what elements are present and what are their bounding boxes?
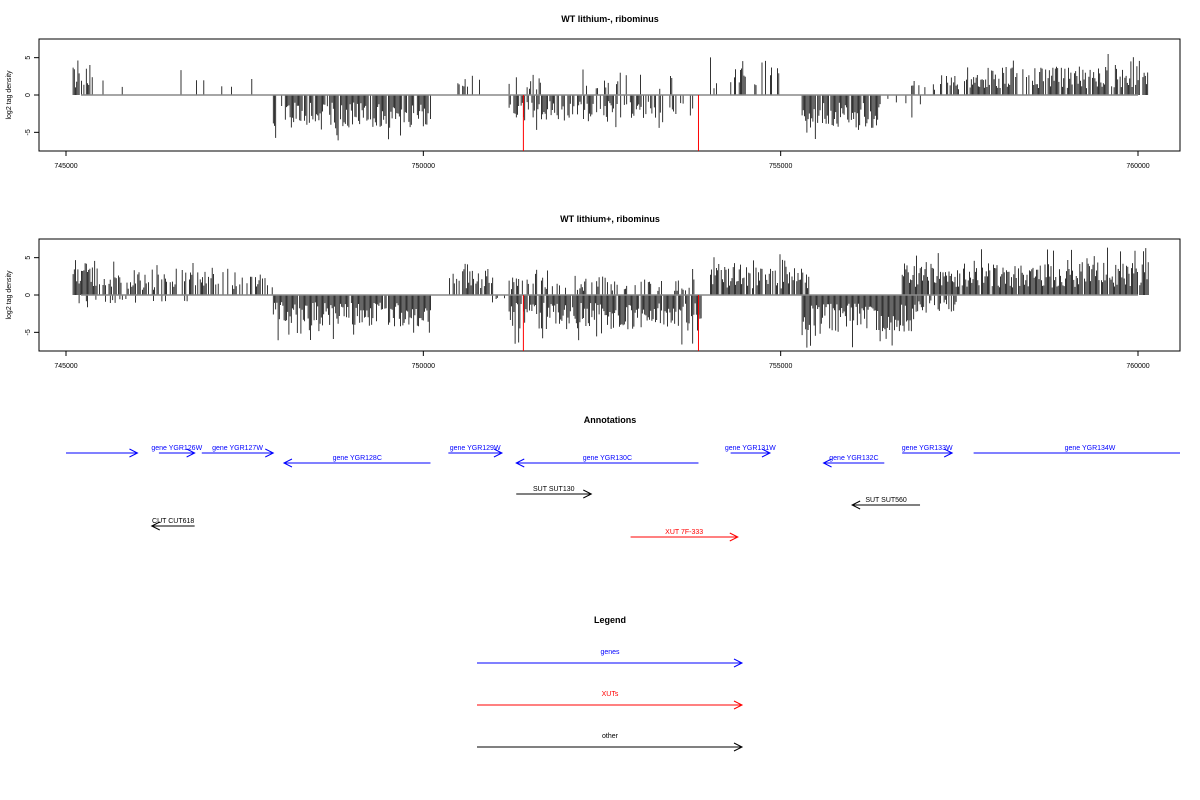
- x-axis: 745000 750000 755000 760000: [54, 151, 1150, 170]
- legend-title: Legend: [594, 615, 626, 625]
- arrow-head: [761, 448, 772, 458]
- feature-label: gene YGR127W: [212, 445, 263, 452]
- arrow-head: [729, 532, 739, 542]
- y-axis-label: log2 tag density: [6, 70, 13, 120]
- panel-title: WT lithium+, ribominus: [560, 214, 660, 224]
- feature-label: gene YGR128C: [333, 455, 382, 462]
- y-tick-label: 5: [25, 256, 32, 260]
- highlight-group: [522, 295, 699, 351]
- track-panel-lithium-plus: WT lithium+, ribominus log2 tag density …: [6, 214, 1181, 370]
- feature-label: gene YGR130C: [583, 455, 632, 462]
- x-tick-label: 755000: [769, 163, 792, 170]
- arrow-head: [733, 700, 744, 710]
- y-tick-label: 5: [25, 56, 32, 60]
- x-axis: 745000 750000 755000 760000: [54, 351, 1150, 370]
- highlight-group: [522, 95, 699, 151]
- y-tick-label: -5: [25, 329, 32, 335]
- arrow-head: [583, 489, 593, 499]
- track-panel-lithium-minus: WT lithium-, ribominus log2 tag density …: [6, 14, 1181, 170]
- arrow-head: [265, 448, 275, 458]
- arrow-head: [282, 458, 293, 468]
- x-tick-label: 755000: [769, 363, 792, 370]
- x-tick-label: 750000: [412, 163, 435, 170]
- arrow-head: [733, 658, 744, 668]
- feature-group: gene YGR126W gene YGR127W gene YGR128C gene…: [66, 445, 1180, 542]
- feature-label: CUT CUT618: [152, 518, 194, 525]
- annotations-panel: Annotations gene YGR126W gene YGR127Wgene…: [66, 415, 1180, 542]
- x-tick-label: 760000: [1126, 363, 1149, 370]
- arrow-head: [822, 458, 832, 468]
- annotations-title: Annotations: [584, 415, 637, 425]
- y-axis: -5 0 5: [25, 256, 39, 335]
- arrow-head: [186, 448, 196, 458]
- x-tick-label: 750000: [412, 363, 435, 370]
- feature-label: gene YGR126W: [151, 445, 202, 452]
- arrow-head: [943, 448, 954, 458]
- arrow-head: [733, 742, 744, 752]
- feature-label: gene YGR131W: [725, 445, 776, 452]
- legend: Legend genes XUTs other: [477, 615, 744, 752]
- bar-group: [72, 54, 1149, 141]
- feature-label: XUT 7F-333: [665, 529, 703, 536]
- y-tick-label: 0: [25, 93, 32, 97]
- bar-group: [72, 247, 1149, 348]
- y-tick-label: 0: [25, 293, 32, 297]
- feature-label: gene YGR132C: [829, 455, 878, 462]
- feature-label: gene YGR129W: [450, 445, 501, 452]
- x-tick-label: 760000: [1126, 163, 1149, 170]
- feature-label: gene YGR134W: [1065, 445, 1116, 452]
- y-axis: -5 0 5: [25, 56, 39, 135]
- x-tick-label: 745000: [54, 163, 77, 170]
- feature-label: SUT SUT560: [865, 497, 907, 504]
- y-tick-label: -5: [25, 129, 32, 135]
- x-tick-label: 745000: [54, 363, 77, 370]
- feature-label: gene YGR133W: [902, 445, 953, 452]
- panel-title: WT lithium-, ribominus: [561, 14, 659, 24]
- feature-label: SUT SUT130: [533, 486, 575, 493]
- arrow-head: [493, 448, 504, 458]
- y-axis-label: log2 tag density: [6, 270, 13, 320]
- arrow-head: [150, 521, 160, 531]
- legend-items: genes XUTs other: [477, 649, 744, 752]
- arrow-head: [851, 500, 861, 510]
- arrow-head: [129, 448, 139, 458]
- arrow-head: [515, 458, 525, 468]
- legend-label: XUTs: [602, 691, 619, 698]
- legend-label: genes: [600, 649, 620, 656]
- legend-label: other: [602, 733, 619, 740]
